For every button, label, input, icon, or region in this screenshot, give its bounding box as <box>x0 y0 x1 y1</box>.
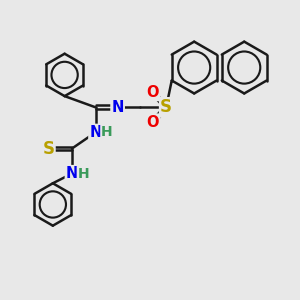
Text: H: H <box>101 125 112 139</box>
Text: O: O <box>147 85 159 100</box>
Text: H: H <box>77 167 89 181</box>
Text: S: S <box>160 98 172 116</box>
Text: N: N <box>89 125 102 140</box>
Text: N: N <box>111 100 124 115</box>
Text: O: O <box>147 115 159 130</box>
Text: S: S <box>42 140 54 158</box>
Text: N: N <box>66 166 78 181</box>
